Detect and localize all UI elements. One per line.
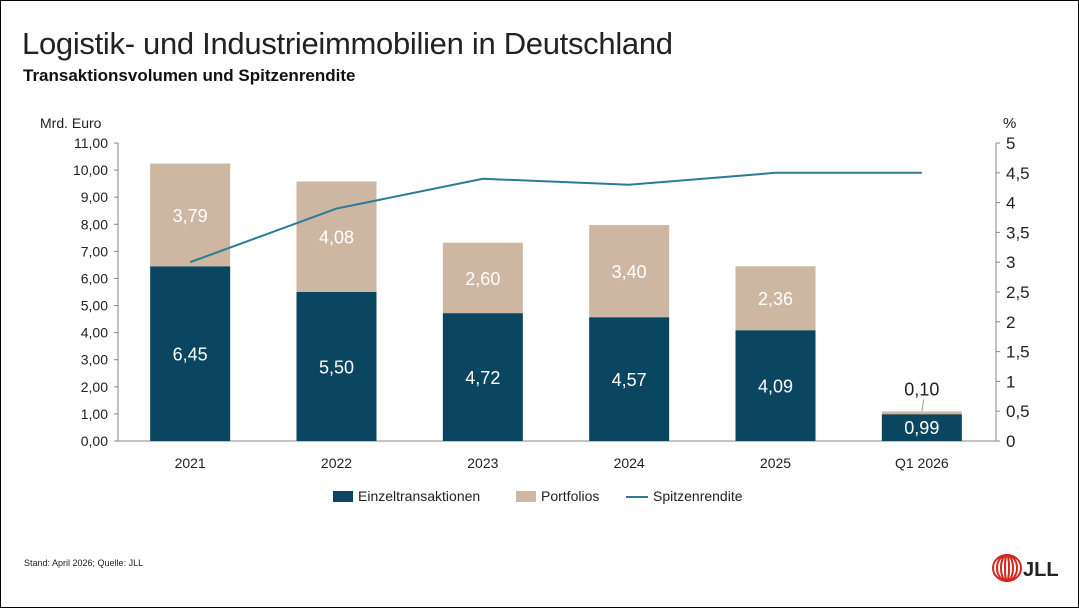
left-tick-label: 0,00 bbox=[81, 433, 108, 449]
right-tick-label: 1,5 bbox=[1006, 343, 1030, 362]
data-label-portfolios: 4,08 bbox=[319, 228, 354, 248]
chart-subtitle: Transaktionsvolumen und Spitzenrendite bbox=[23, 66, 356, 85]
bar-einzeltransaktionen bbox=[296, 292, 377, 441]
bar-einzeltransaktionen bbox=[442, 313, 523, 441]
logo-ring-icon bbox=[1000, 554, 1014, 582]
label-leader-line bbox=[921, 399, 925, 412]
left-tick-label: 4,00 bbox=[81, 325, 108, 341]
data-label-portfolios: 0,10 bbox=[904, 379, 939, 399]
bar-portfolios bbox=[735, 266, 816, 331]
x-tick-label: 2024 bbox=[614, 455, 645, 471]
bar-portfolios bbox=[589, 225, 670, 318]
left-tick-label: 10,00 bbox=[73, 162, 108, 178]
data-label-einzeltransaktionen: 0,99 bbox=[904, 418, 939, 438]
data-label-einzeltransaktionen: 4,57 bbox=[612, 370, 647, 390]
bar-einzeltransaktionen bbox=[589, 317, 670, 441]
left-tick-label: 11,00 bbox=[74, 135, 108, 151]
x-tick-label: 2025 bbox=[760, 455, 791, 471]
right-tick-label: 1 bbox=[1006, 372, 1015, 391]
left-tick-label: 8,00 bbox=[81, 216, 108, 232]
left-tick-label: 3,00 bbox=[81, 352, 108, 368]
line-spitzenrendite bbox=[189, 171, 922, 264]
x-tick-label: 2023 bbox=[467, 455, 498, 471]
right-tick-label: 5 bbox=[1006, 134, 1015, 153]
left-tick-label: 2,00 bbox=[81, 379, 108, 395]
source-note: Stand: April 2026; Quelle: JLL bbox=[24, 558, 144, 568]
data-label-portfolios: 2,60 bbox=[465, 269, 500, 289]
left-tick-label: 6,00 bbox=[81, 270, 108, 286]
right-axis-label: % bbox=[1003, 115, 1016, 132]
left-tick-label: 5,00 bbox=[81, 298, 108, 314]
x-tick-label: 2022 bbox=[321, 455, 352, 471]
chart-title: Logistik- und Industrieimmobilien in Deu… bbox=[22, 26, 673, 61]
x-tick-label: 2021 bbox=[175, 455, 206, 471]
bar-einzeltransaktionen bbox=[881, 414, 962, 441]
data-label-einzeltransaktionen: 4,72 bbox=[465, 368, 500, 388]
data-label-einzeltransaktionen: 4,09 bbox=[758, 377, 793, 397]
legend-swatch-einzeltransaktionen bbox=[333, 491, 353, 502]
legend-label-portfolios: Portfolios bbox=[541, 488, 599, 504]
logo-ring-icon bbox=[1004, 554, 1010, 582]
data-label-portfolios: 3,40 bbox=[612, 262, 647, 282]
left-axis-label: Mrd. Euro bbox=[40, 115, 102, 131]
data-label-portfolios: 3,79 bbox=[173, 206, 208, 226]
left-tick-label: 1,00 bbox=[81, 406, 108, 422]
bar-einzeltransaktionen bbox=[150, 266, 231, 441]
right-tick-label: 3,5 bbox=[1006, 223, 1030, 242]
right-tick-label: 4 bbox=[1006, 194, 1015, 213]
data-label-einzeltransaktionen: 5,50 bbox=[319, 358, 354, 378]
bar-portfolios bbox=[442, 242, 523, 314]
left-tick-label: 7,00 bbox=[81, 243, 108, 259]
legend-swatch-portfolios bbox=[516, 491, 536, 502]
bar-portfolios bbox=[881, 411, 962, 415]
left-tick-label: 9,00 bbox=[81, 189, 108, 205]
legend-label-spitzenrendite: Spitzenrendite bbox=[653, 488, 743, 504]
right-tick-label: 0 bbox=[1006, 432, 1015, 451]
bar-einzeltransaktionen bbox=[735, 330, 816, 441]
bar-portfolios bbox=[296, 181, 377, 292]
data-label-einzeltransaktionen: 6,45 bbox=[173, 345, 208, 365]
x-tick-label: Q1 2026 bbox=[895, 455, 949, 471]
right-tick-label: 4,5 bbox=[1006, 164, 1030, 183]
right-tick-label: 3 bbox=[1006, 253, 1015, 272]
data-label-portfolios: 2,36 bbox=[758, 289, 793, 309]
right-tick-label: 2,5 bbox=[1006, 283, 1030, 302]
legend-label-einzeltransaktionen: Einzeltransaktionen bbox=[358, 488, 480, 504]
bar-portfolios bbox=[150, 163, 231, 267]
logo-text: JLL bbox=[1023, 559, 1059, 581]
right-tick-label: 0,5 bbox=[1006, 402, 1030, 421]
right-tick-label: 2 bbox=[1006, 313, 1015, 332]
